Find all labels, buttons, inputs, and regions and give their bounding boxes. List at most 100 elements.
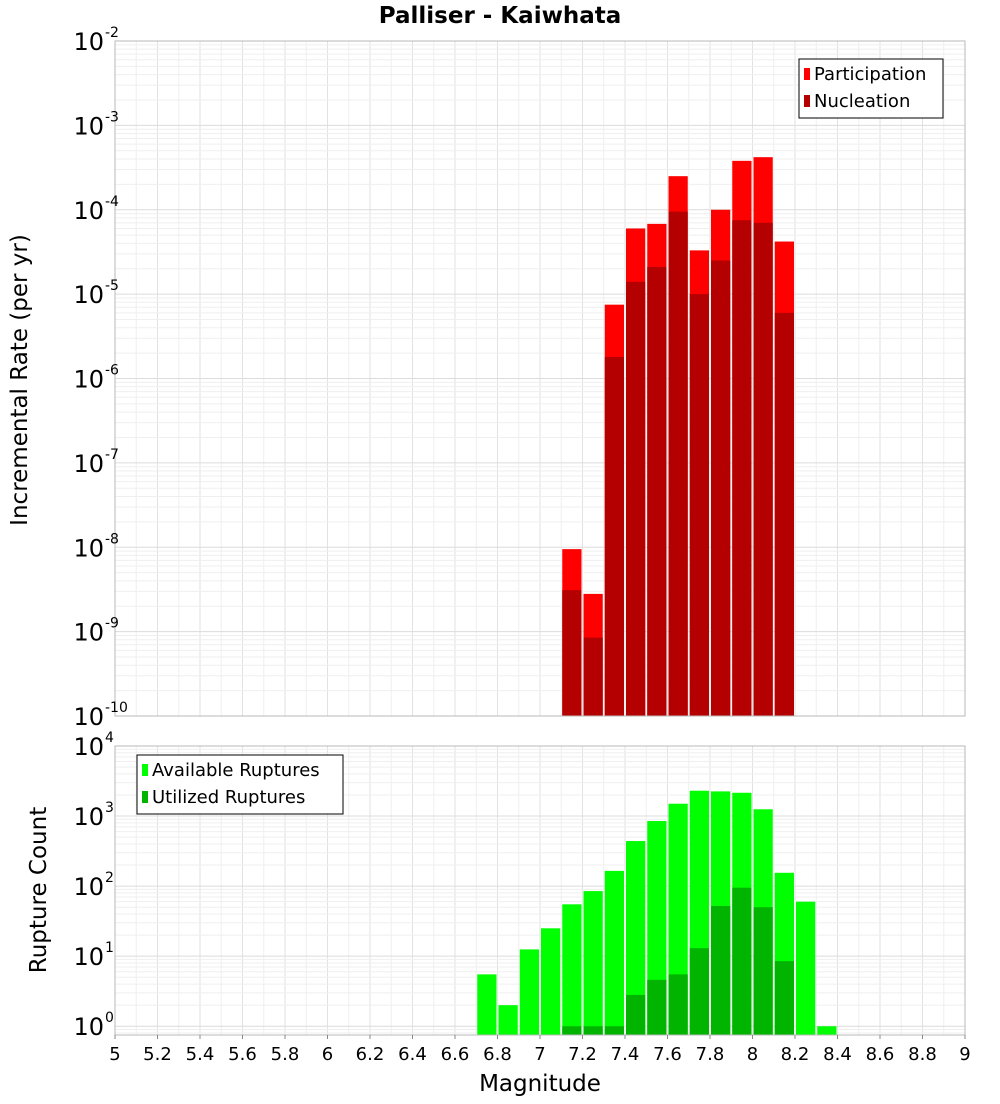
bottom-bar [647,979,667,1035]
top-bar [711,260,731,716]
bottom-bar [583,891,603,1035]
x-tick-label: 6.2 [356,1044,385,1065]
x-tick-label: 7.8 [696,1044,725,1065]
top-y-tick-exponent: -3 [105,109,119,125]
bottom-bar [562,904,582,1035]
top-y-tick-exponent: -10 [105,700,128,716]
top-y-tick-exponent: -9 [105,616,119,632]
top-legend-label: Nucleation [814,91,910,112]
x-tick-label: 5.6 [228,1044,257,1065]
x-tick-label: 7.6 [653,1044,682,1065]
x-tick-label: 8 [747,1044,758,1065]
bottom-legend-box [136,754,344,815]
top-plot-frame [114,40,966,717]
bottom-bar [626,994,646,1035]
top-bar [647,266,667,716]
bottom-series-1 [562,887,794,1035]
x-tick-label: 9 [959,1044,970,1065]
bottom-y-tick-exponent: 2 [105,870,114,886]
top-y-tick-label: 10 [73,197,104,225]
top-bar [626,281,646,716]
bottom-legend-label: Utilized Ruptures [152,787,305,808]
top-y-tick-exponent: -7 [105,447,119,463]
x-tick-label: 6.8 [483,1044,512,1065]
x-tick-label: 5 [109,1044,120,1065]
top-series-1 [562,211,794,717]
bottom-y-tick-exponent: 1 [105,940,114,956]
bottom-bar [796,901,816,1035]
top-bar [668,211,688,716]
x-tick-label: 8.8 [908,1044,937,1065]
bottom-y-tick-label: 10 [73,733,104,761]
bottom-y-tick-label: 10 [73,873,104,901]
bottom-y-axis-title: Rupture Count [26,807,52,973]
bottom-bar [562,1026,582,1035]
top-y-axis-title: Incremental Rate (per yr) [7,234,33,526]
bottom-y-tick-label: 10 [73,943,104,971]
top-y-tick-exponent: -5 [105,278,119,294]
bottom-bar [732,887,752,1035]
bottom-legend: Available Ruptures Utilized Ruptures [136,754,344,815]
top-bar [753,222,773,716]
bottom-legend-swatch [142,764,148,776]
bottom-bar [477,974,497,1035]
bottom-bar [817,1026,837,1035]
top-y-tick-label: 10 [73,28,104,56]
top-y-tick-label: 10 [73,619,104,647]
x-tick-label: 8.2 [781,1044,810,1065]
x-tick-label: 5.8 [271,1044,300,1065]
x-tick-label: 8.4 [823,1044,852,1065]
bottom-bar [519,949,539,1035]
bottom-bar [753,907,773,1035]
top-y-tick-label: 10 [73,281,104,309]
top-y-tick-label: 10 [73,534,104,562]
bottom-bar [689,948,709,1035]
x-tick-label: 7.2 [568,1044,597,1065]
bottom-legend-swatch [142,791,148,803]
x-tick-label: 5.2 [143,1044,172,1065]
x-tick-label: 8.6 [866,1044,895,1065]
bottom-bar [541,928,561,1035]
chart-title: Palliser - Kaiwhata [379,3,622,29]
top-y-tick-exponent: -2 [105,25,119,41]
x-tick-label: 7 [534,1044,545,1065]
bottom-y-tick-exponent: 4 [105,730,114,746]
bottom-bar [774,961,794,1035]
bottom-bar [668,974,688,1035]
bottom-y-tick-exponent: 0 [105,1010,114,1026]
x-tick-label: 5.4 [186,1044,215,1065]
top-y-tick-exponent: -8 [105,531,119,547]
x-tick-label: 6.6 [441,1044,470,1065]
bottom-bar [626,841,646,1035]
bottom-bar [604,870,624,1035]
bottom-grid [114,745,966,1035]
top-legend-box [798,58,944,119]
bottom-y-tick-label: 10 [73,1013,104,1041]
top-bar [774,312,794,716]
x-tick-label: 6.4 [398,1044,427,1065]
x-tick-label: 7.4 [611,1044,640,1065]
top-legend-swatch [804,95,810,107]
top-legend: Participation Nucleation [798,58,944,119]
top-y-tick-label: 10 [73,112,104,140]
top-y-tick-exponent: -6 [105,363,119,379]
top-bar [732,220,752,717]
bottom-bar [498,1005,518,1035]
top-y-tick-label: 10 [73,366,104,394]
top-legend-swatch [804,68,810,80]
top-bar [562,590,582,716]
bottom-y-tick-exponent: 3 [105,800,114,816]
bottom-y-tick-label: 10 [73,803,104,831]
top-y-tick-exponent: -4 [105,194,119,210]
top-grid [114,40,966,717]
bottom-bar [711,906,731,1035]
bottom-bar [583,1026,603,1035]
x-axis-title: Magnitude [479,1071,601,1097]
top-bar [689,294,709,716]
top-legend-label: Participation [814,64,926,85]
top-y-tick-label: 10 [73,703,104,731]
top-y-tick-label: 10 [73,450,104,478]
bottom-bar [604,1026,624,1035]
